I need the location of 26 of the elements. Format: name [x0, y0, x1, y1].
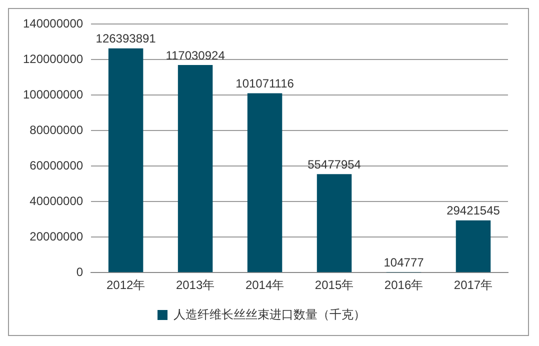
- y-tick-label: 0: [76, 264, 84, 279]
- y-tick-label: 80000000: [30, 122, 84, 137]
- x-tick-label: 2016年: [384, 278, 424, 292]
- x-tick-label: 2014年: [245, 278, 284, 292]
- y-tick-label: 140000000: [22, 16, 84, 31]
- x-tick-label: 2012年: [106, 278, 146, 292]
- data-label: 104777: [384, 256, 424, 270]
- y-tick-label: 20000000: [30, 229, 84, 244]
- y-tick-label: 60000000: [30, 158, 84, 172]
- legend-label: 人造纤维长丝丝束进口数量（千克）: [174, 307, 366, 322]
- data-label: 117030924: [166, 48, 226, 62]
- data-label: 29421545: [446, 204, 500, 218]
- y-tick-label: 120000000: [22, 52, 84, 66]
- bar: [108, 48, 144, 272]
- bar: [456, 220, 491, 272]
- data-label: 126393891: [96, 32, 156, 46]
- x-tick-label: 2017年: [454, 278, 493, 292]
- data-label: 101071116: [236, 76, 294, 91]
- x-tick-label: 2015年: [314, 278, 354, 292]
- bar: [316, 174, 352, 272]
- data-label: 55477954: [308, 157, 362, 172]
- y-tick-label: 100000000: [22, 87, 84, 102]
- x-tick-label: 2013年: [176, 278, 215, 292]
- y-tick-label: 40000000: [30, 194, 84, 208]
- bar: [247, 93, 282, 272]
- bar: [178, 64, 213, 272]
